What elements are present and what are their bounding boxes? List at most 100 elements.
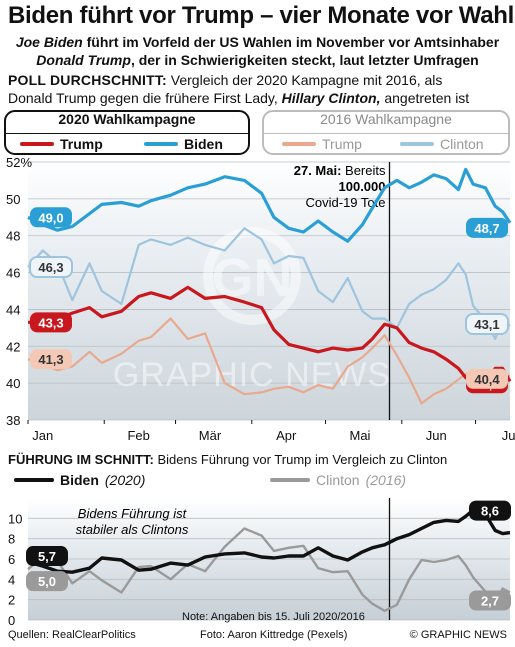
- footer-photo-credit: Foto: Aaron Kittredge (Pexels): [200, 629, 348, 641]
- poll-chart-lines: [27, 167, 512, 405]
- trump-2016-line: [27, 317, 510, 405]
- lead-callout-line1: Bidens Führung ist: [78, 506, 188, 521]
- subtitle-line2-rest: , der in Schwierigkeiten steckt, laut le…: [130, 52, 479, 68]
- covid-annotation-line1: 27. Mai: Bereits: [294, 163, 386, 178]
- legend-lead-clinton: Clinton (2016): [270, 472, 406, 488]
- clinton-lead-start-label-box: [26, 571, 68, 592]
- trump-2020-start-label: 43,3: [30, 312, 72, 333]
- legend-2020-divider: [6, 133, 248, 134]
- clinton-2016-start-label-text: 46,3: [38, 260, 63, 275]
- biden-lead-end-label-box: [469, 500, 511, 521]
- lead-chart-y-ticks: 10 8 6 4 2 0: [8, 511, 22, 628]
- legend-lead-clinton-year: (2016): [365, 472, 407, 488]
- lead-y-tick-label: 4: [8, 572, 15, 587]
- lead-y-tick-label: 8: [8, 532, 15, 547]
- legend-biden-2020-swatch: [144, 142, 178, 146]
- lead-y-tick-label: 10: [8, 511, 22, 526]
- biden-2020-end-label: 48,7: [466, 217, 508, 238]
- legend-trump-2016-swatch: [282, 142, 316, 146]
- poll-line2b: angetreten ist: [380, 90, 470, 106]
- poll-y-tick-label: 50: [6, 192, 20, 207]
- poll-line2a: Donald Trump gegen die frühere First Lad…: [8, 90, 282, 106]
- clinton-lead-end-label-text: 2,7: [481, 594, 499, 609]
- watermark: GN GRAPHIC NEWS: [113, 227, 391, 394]
- lead-section-title: FÜHRUNG IM SCHNITT: Bidens Führung vor T…: [8, 452, 447, 467]
- lead-chart-grid: [28, 517, 510, 621]
- clinton-lead-end-label: 2,7: [469, 590, 511, 611]
- legend-clinton-2016: Clinton: [400, 136, 484, 152]
- biden-2020-end-label-box: [466, 217, 508, 238]
- poll-x-tick-label: Feb: [127, 428, 149, 443]
- footer-copyright: © GRAPHIC NEWS: [409, 629, 507, 641]
- covid-annotation: 27. Mai: Bereits 100.000 Covid-19 Tote: [294, 163, 386, 210]
- poll-line1: Vergleich der 2020 Kampagne mit 2016, al…: [166, 72, 443, 88]
- subtitle-biden: Joe Biden: [15, 34, 83, 50]
- legend-biden-2020-label: Biden: [184, 136, 223, 152]
- clinton-2016-end-label-box: [465, 313, 509, 336]
- biden-2020-start-label-text: 49,0: [38, 210, 63, 225]
- clinton-lead-start-label-text: 5,0: [38, 574, 56, 589]
- poll-y-tick-label: 42: [6, 339, 20, 354]
- subtitle-trump: Donald Trump: [36, 52, 131, 68]
- chart-note: Note: Angaben bis 15. Juli 2020/2016: [182, 611, 365, 623]
- legend-trump-2016-label: Trump: [322, 136, 362, 152]
- svg-text:GN: GN: [212, 248, 293, 308]
- poll-chart-x-ticks: Jan Feb Mär Apr Mai Jun Jul: [27, 420, 515, 443]
- poll-y-tick-label: 40: [6, 376, 20, 391]
- poll-y-tick-label: 48: [6, 229, 20, 244]
- poll-chart-y-ticks: 52% 50 48 46 44 42 40 38: [6, 156, 32, 428]
- biden-lead-start-label-box: [26, 546, 68, 567]
- biden-2020-lead-line: [27, 508, 511, 574]
- clinton-lead-start-label: 5,0: [26, 571, 68, 592]
- trump-2016-end-label-text: 40,4: [474, 372, 500, 387]
- poll-chart-value-labels: 49,043,346,341,348,740,143,140,4: [29, 207, 509, 394]
- biden-lead-end-label: 8,6: [469, 500, 511, 521]
- legend-2020-box: 2020 Wahlkampagne Trump Biden: [4, 110, 250, 155]
- trump-2020-line: [28, 285, 512, 385]
- legend-trump-2020-label: Trump: [60, 136, 103, 152]
- biden-2020-start-label: 49,0: [30, 207, 72, 228]
- poll-x-tick-label: Jul: [502, 428, 515, 443]
- legend-trump-2020: Trump: [20, 136, 103, 152]
- legend-2016-title: 2016 Wahlkampagne: [320, 111, 452, 127]
- poll-intro-line-1: POLL DURCHSCHNITT: Vergleich der 2020 Ka…: [8, 72, 442, 88]
- trump-2020-start-label-box: [30, 312, 72, 333]
- trump-2016-end-label-box: [466, 368, 508, 389]
- clinton-lead-end-label-box: [469, 590, 511, 611]
- headline: Biden führt vor Trump – vier Monate vor …: [8, 2, 514, 29]
- poll-intro-line-2: Donald Trump gegen die frühere First Lad…: [8, 90, 469, 106]
- legend-lead-biden-label: Biden: [60, 472, 99, 488]
- poll-y-tick-label: 38: [6, 413, 20, 428]
- watermark-text: GRAPHIC NEWS: [113, 356, 391, 394]
- poll-x-tick-label: Mai: [350, 428, 371, 443]
- covid-annotation-text2: Covid-19 Tote: [306, 195, 386, 210]
- clinton-2016-start-label: 46,3: [29, 256, 73, 279]
- clinton-2016-line: [27, 227, 511, 340]
- trump-2016-start-label-text: 41,3: [38, 352, 63, 367]
- poll-x-tick-label: Mär: [199, 428, 222, 443]
- legend-biden-2020: Biden: [144, 136, 223, 152]
- lead-label: FÜHRUNG IM SCHNITT:: [8, 452, 154, 467]
- biden-2020-start-label-box: [30, 207, 72, 228]
- covid-annotation-date: 27. Mai:: [294, 163, 342, 178]
- legend-lead-biden-swatch: [14, 478, 54, 482]
- trump-2016-start-label-box: [30, 349, 72, 370]
- trump-2016-end-label: 40,4: [466, 368, 508, 389]
- poll-clinton: Hillary Clinton,: [281, 90, 381, 106]
- lead-y-tick-label: 2: [8, 593, 15, 608]
- biden-lead-end-label-text: 8,6: [481, 504, 499, 519]
- poll-x-tick-label: Apr: [276, 428, 297, 443]
- legend-trump-2016: Trump: [282, 136, 362, 152]
- legend-clinton-2016-label: Clinton: [440, 136, 484, 152]
- biden-lead-start-label-text: 5,7: [38, 549, 56, 564]
- trump-2016-start-label: 41,3: [30, 349, 72, 370]
- legend-lead-biden: Biden (2020): [14, 472, 145, 488]
- biden-2020-line: [27, 167, 512, 243]
- poll-chart: GN GRAPHIC NEWS 52% 50 48 46 44 42 40 38 Jan Feb…: [6, 156, 515, 443]
- legend-clinton-2016-swatch: [400, 142, 434, 146]
- lead-y-tick-label: 6: [8, 552, 15, 567]
- poll-y-tick-label: 44: [6, 302, 20, 317]
- lead-callout-line2: stabiler als Clintons: [76, 522, 189, 537]
- poll-x-tick-label: Jan: [32, 428, 53, 443]
- subtitle-line-1: Joe Biden führt im Vorfeld der US Wahlen…: [0, 34, 515, 50]
